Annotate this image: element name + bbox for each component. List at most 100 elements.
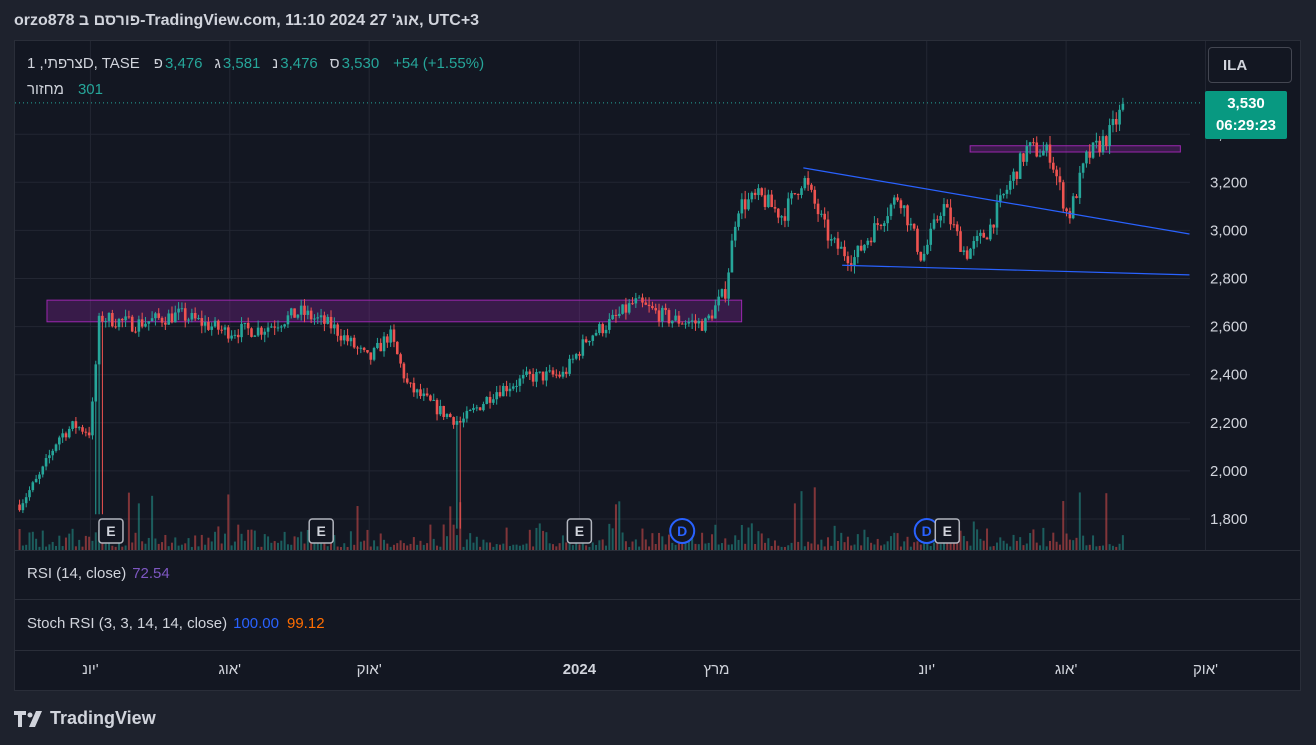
candle-body bbox=[965, 250, 969, 259]
candle-body bbox=[1061, 182, 1065, 209]
candle-body bbox=[916, 228, 919, 252]
volume-bar bbox=[621, 532, 624, 550]
candle-body bbox=[1118, 109, 1121, 125]
candle-body bbox=[448, 414, 452, 418]
candle-body bbox=[187, 319, 190, 321]
volume-bar bbox=[286, 544, 289, 550]
volume-bar bbox=[704, 543, 707, 550]
candle-body bbox=[246, 322, 250, 329]
candle-body bbox=[578, 354, 581, 356]
chart-frame[interactable]: 1,800 2,000 2,200 2,400 2,600 2,800 3,000 3,200… bbox=[14, 40, 1301, 691]
volume-bar bbox=[989, 546, 992, 550]
volume-bar bbox=[214, 531, 217, 550]
candle-body bbox=[173, 312, 177, 323]
volume-bar bbox=[1032, 529, 1035, 550]
volume-bar bbox=[151, 495, 154, 550]
volume-bar bbox=[502, 543, 505, 550]
last-price-tag: 3,530 06:29:23 bbox=[1205, 91, 1287, 139]
candle-body bbox=[296, 314, 300, 318]
volume-bar bbox=[896, 533, 899, 550]
volume-bar bbox=[459, 502, 462, 550]
volume-bar bbox=[1025, 543, 1028, 550]
volume-bar bbox=[913, 542, 916, 550]
candle-body bbox=[502, 385, 505, 397]
volume-bar bbox=[883, 544, 886, 550]
candle-body bbox=[379, 342, 383, 352]
candle-body bbox=[982, 232, 986, 238]
volume-bar bbox=[1019, 537, 1022, 550]
pane-separator[interactable] bbox=[15, 550, 1300, 551]
volume-bar bbox=[538, 523, 541, 550]
candle-body bbox=[303, 305, 306, 315]
volume-bar bbox=[45, 546, 48, 550]
candle-body bbox=[382, 336, 386, 352]
symbol-label[interactable]: צרפתי, 1D, TASE bbox=[27, 55, 140, 72]
volume-bar bbox=[601, 539, 604, 550]
volume-bar bbox=[558, 543, 561, 550]
volume-bar bbox=[137, 503, 140, 550]
candle-body bbox=[631, 303, 634, 305]
candle-body bbox=[1028, 142, 1032, 147]
volume-bar bbox=[889, 536, 892, 550]
candle-body bbox=[157, 313, 161, 318]
candle-body bbox=[372, 348, 376, 360]
candle-body bbox=[611, 314, 614, 320]
volume-bar bbox=[585, 545, 588, 550]
volume-bar bbox=[482, 539, 485, 550]
candle-body bbox=[54, 444, 58, 451]
volume-bar bbox=[250, 529, 253, 550]
tradingview-logo[interactable]: TradingView bbox=[14, 708, 156, 729]
candle-body bbox=[432, 399, 436, 401]
volume-bar bbox=[386, 543, 389, 550]
volume-bar bbox=[465, 539, 468, 550]
volume-bar bbox=[41, 530, 44, 550]
volume-bar bbox=[575, 537, 578, 550]
candle-body bbox=[561, 371, 565, 377]
volume-bar bbox=[614, 504, 617, 550]
candle-body bbox=[714, 305, 717, 319]
volume-bar bbox=[1085, 545, 1088, 550]
volume-bar bbox=[1045, 546, 1048, 550]
volume-bar bbox=[184, 543, 187, 550]
volume-bar bbox=[605, 545, 608, 550]
volume-bar bbox=[727, 544, 730, 550]
candle-body bbox=[270, 326, 273, 328]
bar-countdown: 06:29:23 bbox=[1215, 117, 1277, 134]
pane-separator[interactable] bbox=[15, 599, 1300, 600]
price-chart[interactable]: 1,800 2,000 2,200 2,400 2,600 2,800 3,000 3,200… bbox=[15, 41, 1300, 690]
volume-bar bbox=[336, 546, 339, 550]
candle-body bbox=[236, 334, 240, 338]
candle-body bbox=[419, 389, 422, 397]
candle-body bbox=[849, 263, 853, 266]
volume-bar bbox=[197, 546, 200, 550]
volume-bar bbox=[48, 544, 51, 550]
volume-bar bbox=[240, 533, 243, 550]
volume-bar bbox=[1105, 493, 1108, 550]
candle-body bbox=[594, 332, 598, 336]
stoch-rsi-legend[interactable]: Stoch RSI (3, 3, 14, 14, close) 100.00 99.… bbox=[27, 615, 325, 632]
volume-bar bbox=[174, 537, 177, 550]
candle-body bbox=[661, 307, 664, 322]
volume-bar bbox=[552, 544, 555, 550]
x-tick-label: 2024 bbox=[562, 661, 597, 678]
earnings-marker bbox=[98, 518, 124, 544]
y-tick-label: 2,600 bbox=[1210, 319, 1248, 336]
candle-body bbox=[694, 320, 697, 324]
candle-body bbox=[200, 318, 204, 326]
volume-bar bbox=[777, 545, 780, 550]
candle-body bbox=[538, 371, 542, 373]
volume-bar bbox=[194, 535, 197, 550]
candle-body bbox=[468, 409, 472, 411]
volume-bar bbox=[628, 546, 631, 550]
pane-separator[interactable] bbox=[15, 650, 1300, 651]
volume-bar bbox=[313, 542, 316, 550]
volume-bar bbox=[442, 524, 445, 550]
rsi-legend[interactable]: RSI (14, close) 72.54 bbox=[27, 565, 170, 582]
candle-body bbox=[1121, 103, 1125, 110]
volume-bar bbox=[170, 542, 173, 550]
candle-body bbox=[581, 339, 585, 356]
candle-body bbox=[137, 319, 141, 332]
currency-button[interactable]: ILA bbox=[1208, 47, 1292, 83]
volume-bar bbox=[303, 543, 306, 550]
volume-bar bbox=[684, 542, 687, 550]
